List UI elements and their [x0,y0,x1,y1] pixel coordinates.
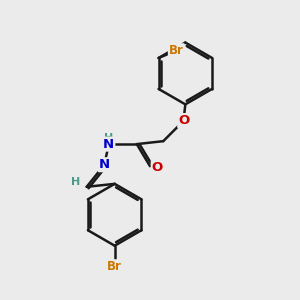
Text: O: O [178,114,190,127]
Text: H: H [71,176,80,187]
Text: N: N [99,158,110,171]
Text: N: N [103,138,114,151]
Text: H: H [104,133,113,142]
Text: Br: Br [107,260,122,273]
Text: Br: Br [169,44,184,57]
Text: O: O [152,161,163,174]
